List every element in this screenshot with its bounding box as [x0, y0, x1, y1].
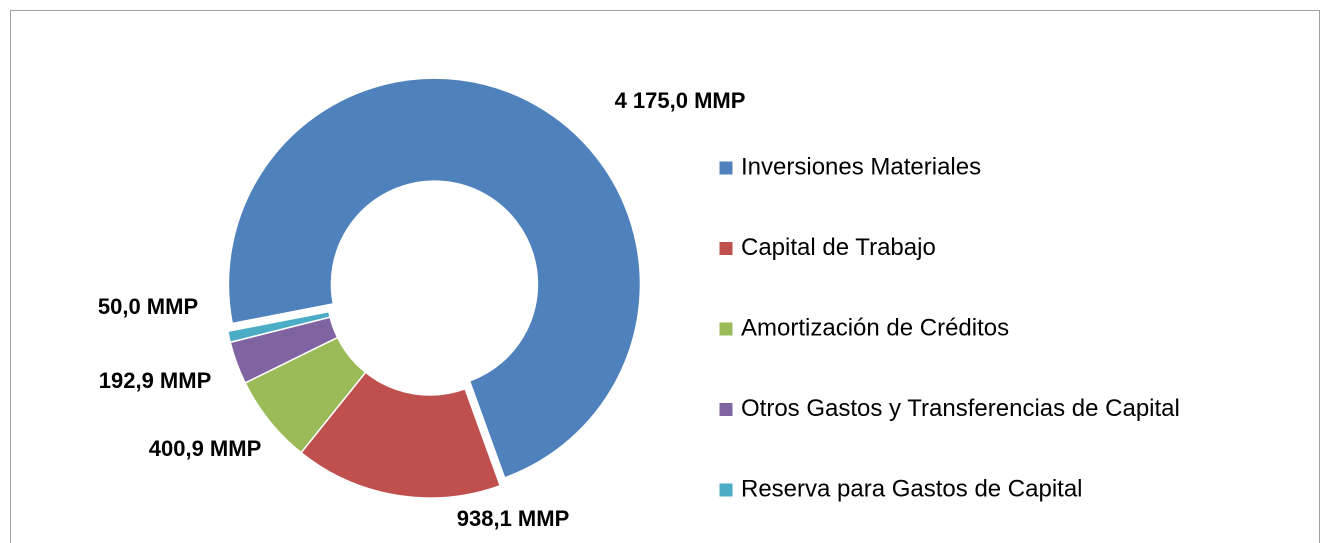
donut-slice [226, 310, 332, 344]
legend-label: Amortización de Créditos [741, 314, 1009, 341]
legend-label: Reserva para Gastos de Capital [741, 475, 1083, 502]
data-label: 50,0 MMP [98, 294, 198, 319]
data-label: 192,9 MMP [99, 368, 212, 393]
data-label: 400,9 MMP [149, 436, 262, 461]
legend-label: Capital de Trabajo [741, 234, 936, 261]
legend-swatch [718, 160, 734, 176]
legend-swatch [718, 241, 734, 256]
data-label: 938,1 MMP [457, 506, 570, 531]
legend-swatch [718, 402, 734, 417]
legend-label: Otros Gastos y Transferencias de Capital [741, 395, 1180, 422]
donut-slice [300, 371, 502, 499]
donut-slice [227, 77, 642, 479]
data-label: 4 175,0 MMP [615, 88, 746, 113]
legend-swatch [718, 482, 734, 498]
legend-label: Inversiones Materiales [741, 153, 981, 180]
legend-swatch [718, 321, 734, 337]
